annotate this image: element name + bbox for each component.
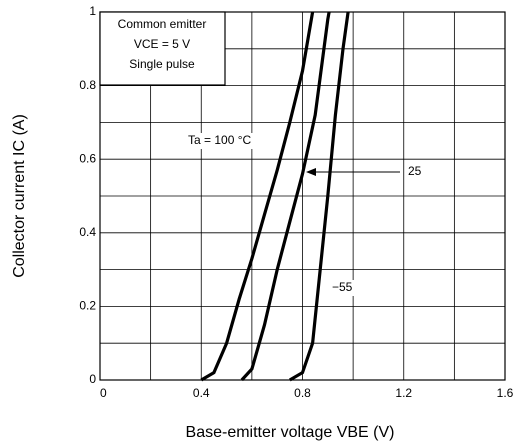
x-tick-label: 1.6 [497,386,514,400]
y-tick-label: 0.8 [79,78,96,92]
y-tick-label: 1 [89,4,96,18]
label-bg [330,280,354,296]
annotation: Single pulse [129,57,195,71]
label-bg [186,133,270,149]
y-tick-label: 0.2 [79,299,96,313]
annotation: Common emitter [118,17,207,31]
series-label: −55 [332,280,353,294]
series-label: 25 [408,164,422,178]
annotation: VCE = 5 V [134,37,190,51]
curve [288,11,350,382]
x-tick-label: 0.8 [294,386,311,400]
label-bg [406,164,430,180]
y-tick-label: 0.6 [79,151,96,165]
condition-box [99,11,226,86]
curve [240,11,331,382]
x-tick-label: 1.2 [395,386,412,400]
series-label: Ta = 100 °C [188,133,252,147]
y-tick-label: 0.4 [79,225,96,239]
x-axis-label: Base-emitter voltage VBE (V) [186,424,395,441]
arrow-head [306,168,316,176]
x-tick-label: 0.4 [193,386,210,400]
x-tick-label: 0 [100,386,107,400]
curve [200,11,315,382]
y-axis-label: Collector current IC (A) [11,114,28,278]
y-tick-label: 0 [89,372,96,386]
